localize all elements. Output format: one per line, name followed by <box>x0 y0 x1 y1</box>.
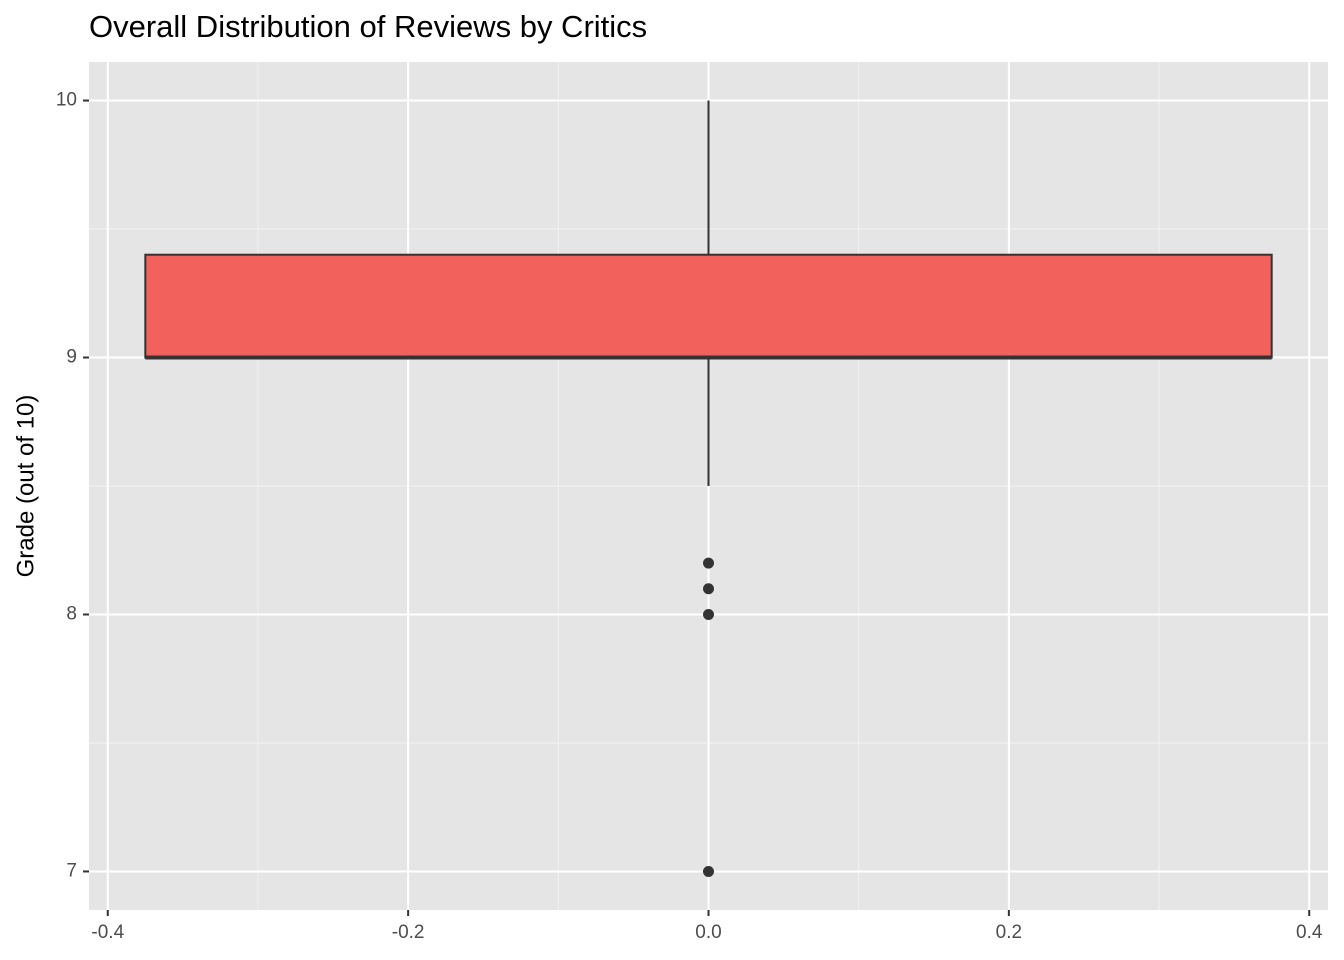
y-tick-label: 9 <box>66 347 77 368</box>
box <box>144 253 1273 359</box>
x-tick-label: -0.2 <box>392 922 425 943</box>
y-tick-label: 10 <box>56 90 77 111</box>
outlier <box>703 557 714 569</box>
y-axis-label: Grade (out of 10) <box>12 395 39 578</box>
x-tick-label: -0.4 <box>91 922 124 943</box>
y-tick-label: 8 <box>66 604 77 625</box>
outlier <box>703 865 714 877</box>
x-tick-label: 0.0 <box>695 922 721 943</box>
x-tick-label: 0.2 <box>996 922 1022 943</box>
x-tick-label: 0.4 <box>1296 922 1323 943</box>
chart-title: Overall Distribution of Reviews by Criti… <box>89 9 647 44</box>
y-tick-label: 7 <box>66 860 77 881</box>
outlier <box>703 608 714 620</box>
outlier <box>703 583 714 595</box>
